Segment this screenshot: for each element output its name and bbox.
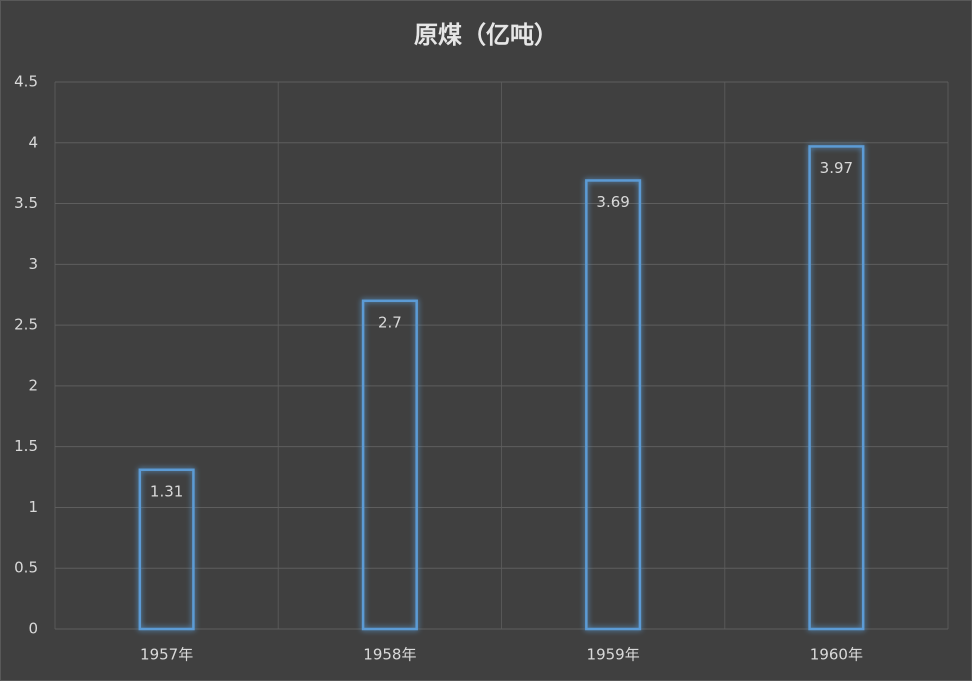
x-tick-label: 1958年	[363, 646, 416, 664]
x-tick-label: 1959年	[587, 646, 640, 664]
chart-title: 原煤（亿吨）	[414, 21, 558, 49]
x-tick-label: 1960年	[810, 646, 863, 664]
bar	[585, 179, 642, 631]
data-label: 1.31	[150, 482, 183, 500]
y-tick-label: 2.5	[14, 316, 38, 334]
data-label: 2.7	[378, 313, 402, 331]
x-tick-label: 1957年	[140, 646, 193, 664]
y-tick-label: 3	[28, 255, 38, 273]
bar	[361, 299, 418, 631]
y-tick-label: 0.5	[14, 559, 38, 577]
bar	[138, 468, 195, 631]
y-tick-label: 3.5	[14, 194, 38, 212]
y-tick-label: 1	[28, 498, 38, 516]
y-tick-label: 4.5	[14, 73, 38, 91]
bar	[808, 145, 865, 631]
y-tick-label: 0	[28, 620, 38, 638]
data-label: 3.69	[596, 193, 629, 211]
y-tick-label: 4	[28, 133, 38, 151]
y-tick-label: 2	[28, 376, 38, 394]
data-label: 3.97	[820, 159, 853, 177]
y-tick-label: 1.5	[14, 437, 38, 455]
